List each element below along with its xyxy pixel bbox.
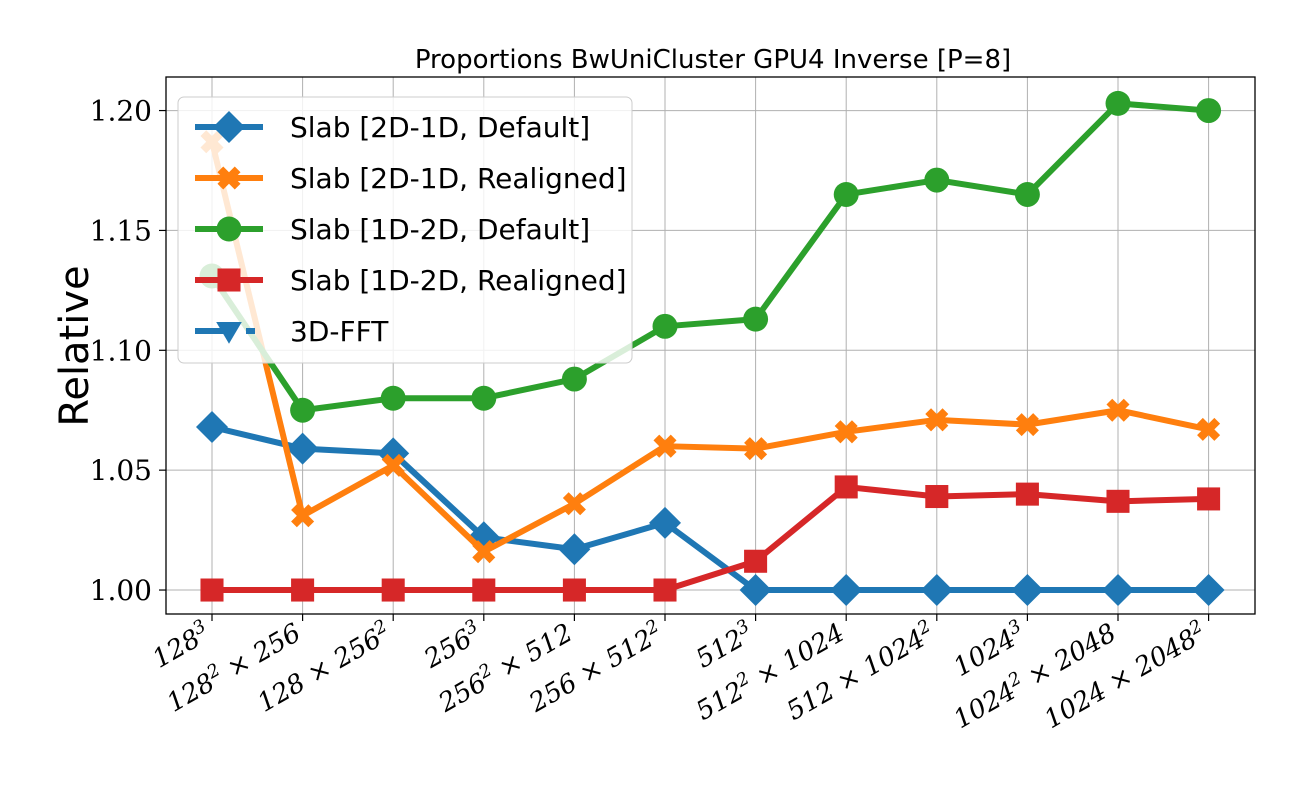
- legend-label: Slab [1D-2D, Default]: [290, 213, 590, 246]
- data-point: [286, 432, 319, 465]
- plot-frame: [165, 76, 1256, 615]
- y-axis: 1.00 1.05 1.10 1.15 1.20: [90, 95, 166, 607]
- legend-label: 3D-FFT: [290, 315, 389, 348]
- legend: Slab [2D-1D, Default] Slab [2D-1D, Realig…: [177, 96, 633, 364]
- y-tick-label: 1.00: [90, 574, 152, 607]
- legend-marker: [216, 322, 242, 344]
- data-point: [1197, 487, 1221, 511]
- series-slab-2d-1d-default: [196, 411, 1225, 607]
- data-point: [739, 574, 772, 607]
- data-point: [380, 385, 406, 411]
- data-point: [472, 578, 496, 602]
- data-point: [472, 540, 496, 564]
- data-point: [291, 504, 315, 528]
- data-point: [833, 181, 859, 207]
- y-tick-label: 1.10: [90, 334, 152, 367]
- data-point: [1192, 574, 1225, 607]
- data-point: [834, 420, 858, 444]
- series-line: [209, 138, 1212, 555]
- data-point: [653, 578, 677, 602]
- data-point: [196, 411, 228, 444]
- data-point: [1014, 181, 1040, 207]
- series-line: [209, 483, 1212, 594]
- series-slab-1d-2d-realigned: [200, 475, 1221, 602]
- legend-entry: Slab [1D-2D, Realigned]: [195, 264, 627, 297]
- series-line: [209, 100, 1212, 414]
- legend-marker: [217, 166, 241, 190]
- x-tick-label: 5123: [689, 615, 759, 675]
- data-point: [652, 313, 678, 339]
- data-point: [291, 578, 315, 602]
- legend-marker: [217, 268, 241, 292]
- series-line: [209, 424, 1212, 594]
- data-point: [1197, 417, 1221, 441]
- y-axis-label: Relative: [52, 265, 98, 426]
- series-group: [196, 90, 1225, 607]
- data-point: [649, 506, 681, 539]
- data-point: [925, 408, 949, 432]
- data-point: [1105, 90, 1131, 116]
- data-point: [562, 492, 586, 516]
- data-point: [381, 578, 405, 602]
- data-point: [1106, 398, 1130, 422]
- data-point: [1011, 574, 1044, 607]
- legend-entry: 3D-FFT: [195, 315, 389, 348]
- data-point: [200, 578, 224, 602]
- data-point: [743, 306, 769, 332]
- legend-label: Slab [1D-2D, Realigned]: [290, 264, 627, 297]
- legend-label: Slab [2D-1D, Default]: [290, 111, 590, 144]
- data-point: [381, 453, 405, 477]
- legend-marker: [213, 111, 245, 143]
- data-point: [1106, 489, 1130, 513]
- data-point: [562, 578, 586, 602]
- legend-entry: Slab [1D-2D, Default]: [195, 213, 590, 246]
- data-point: [1102, 574, 1134, 607]
- y-tick-label: 1.20: [90, 95, 152, 128]
- data-point: [561, 366, 587, 392]
- chart-title: Proportions BwUniCluster GPU4 Inverse [P…: [415, 45, 1011, 75]
- legend-marker: [216, 216, 242, 242]
- y-tick-label: 1.15: [90, 214, 152, 247]
- data-point: [1015, 482, 1039, 506]
- legend-entry: Slab [2D-1D, Default]: [195, 111, 590, 144]
- data-point: [925, 485, 949, 509]
- data-point: [1196, 98, 1222, 124]
- legend-label: Slab [2D-1D, Realigned]: [290, 162, 627, 195]
- y-tick-label: 1.05: [90, 454, 152, 487]
- x-tick-label: 512 × 10242: [780, 615, 940, 727]
- data-point: [920, 574, 953, 607]
- legend-entry: Slab [2D-1D, Realigned]: [195, 162, 627, 195]
- data-point: [290, 397, 316, 423]
- data-point: [744, 549, 768, 573]
- data-point: [653, 434, 677, 458]
- series-slab-2d-1d-realigned: [200, 130, 1221, 564]
- data-point: [471, 385, 497, 411]
- data-point: [1015, 413, 1039, 437]
- data-point: [558, 533, 591, 566]
- legend-box: [177, 96, 633, 364]
- data-point: [744, 437, 768, 461]
- data-point: [834, 475, 858, 499]
- data-point: [830, 574, 863, 607]
- data-point: [924, 167, 950, 193]
